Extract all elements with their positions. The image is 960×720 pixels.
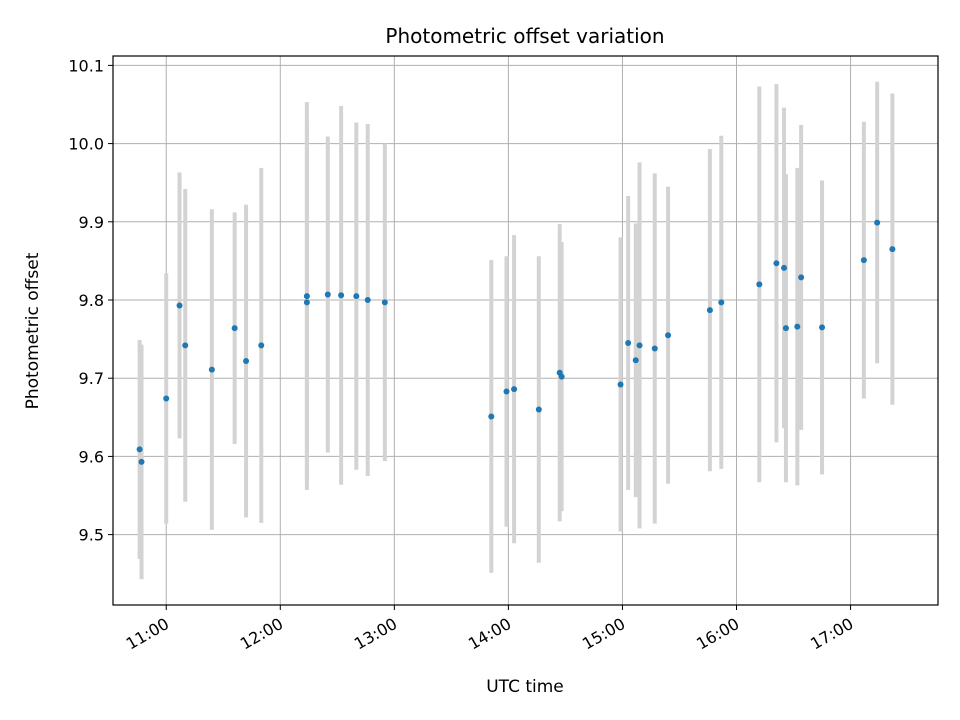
- data-point: [503, 388, 510, 395]
- data-point: [782, 325, 789, 332]
- data-point: [488, 413, 495, 420]
- y-tick-label: 9.7: [79, 369, 104, 388]
- y-axis-title: Photometric offset: [23, 252, 43, 409]
- data-point: [511, 386, 518, 393]
- data-point: [756, 281, 763, 288]
- data-point: [794, 323, 801, 330]
- y-tick-label: 10.0: [68, 135, 104, 154]
- y-tick-label: 10.1: [68, 56, 104, 75]
- data-point: [798, 274, 805, 281]
- y-tick-label: 9.9: [79, 213, 104, 232]
- data-point: [208, 366, 215, 373]
- y-tick-label: 9.6: [79, 447, 104, 466]
- data-point: [353, 293, 360, 300]
- data-point: [535, 406, 542, 413]
- data-point: [176, 302, 183, 309]
- data-point: [231, 325, 238, 332]
- data-point: [706, 307, 713, 314]
- data-point: [889, 246, 896, 253]
- data-point: [617, 381, 624, 388]
- data-point: [338, 292, 345, 299]
- data-point: [636, 342, 643, 349]
- chart-title: Photometric offset variation: [385, 24, 664, 48]
- data-point: [665, 332, 672, 339]
- data-point: [243, 358, 250, 364]
- data-point: [182, 342, 189, 349]
- y-tick-label: 9.8: [79, 291, 104, 310]
- plot-frame: [112, 55, 939, 606]
- data-points: [136, 219, 896, 465]
- data-point: [718, 299, 725, 306]
- data-point: [381, 299, 388, 306]
- y-tick-label: 9.5: [79, 526, 104, 545]
- data-point: [625, 340, 632, 347]
- data-point: [860, 257, 867, 264]
- x-axis-title: UTC time: [486, 677, 564, 697]
- data-point: [781, 264, 788, 271]
- data-point: [303, 299, 310, 306]
- data-point: [819, 324, 826, 331]
- data-point: [651, 345, 658, 352]
- data-point: [773, 260, 780, 267]
- data-point: [303, 293, 310, 300]
- data-point: [558, 373, 565, 380]
- data-point: [163, 395, 170, 402]
- data-point: [364, 297, 371, 303]
- data-point: [136, 446, 143, 453]
- data-point: [874, 219, 881, 226]
- data-point: [324, 291, 331, 298]
- data-point: [632, 357, 639, 364]
- data-point: [258, 342, 265, 349]
- data-point: [138, 458, 145, 465]
